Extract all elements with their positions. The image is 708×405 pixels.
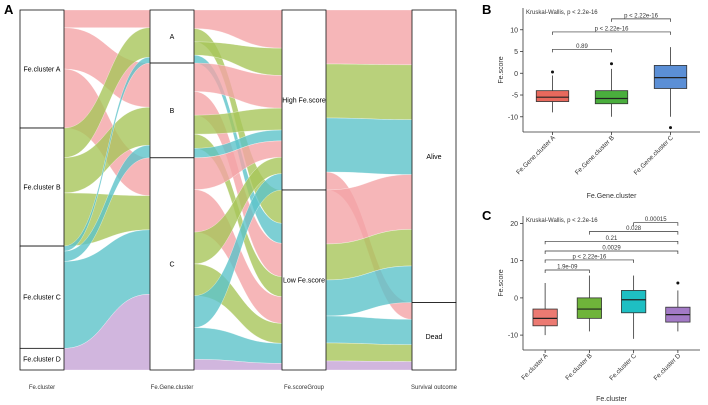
box-body <box>576 297 602 319</box>
alluvial-flow <box>325 9 413 65</box>
box-outlier <box>610 62 613 66</box>
alluvial-stratum <box>149 62 195 159</box>
comparison-bracket <box>544 240 679 245</box>
box-outlier <box>669 126 672 130</box>
x-tick-label: Fe.cluster A <box>520 352 550 382</box>
comparison-bracket <box>611 18 671 22</box>
y-tick-label: 10 <box>510 258 518 265</box>
alluvial-flow <box>325 342 413 362</box>
alluvial-stratum <box>411 302 457 371</box>
box-body <box>532 308 558 327</box>
alluvial-flow <box>325 360 413 371</box>
panel-letter-c: C <box>482 208 492 223</box>
alluvial-stratum <box>411 9 457 303</box>
comparison-pvalue: 0.0029 <box>602 245 621 251</box>
stratum-label: A <box>170 34 175 41</box>
alluvial-stratum <box>149 9 195 64</box>
alluvial-axis-label: Fe.Gene.cluster <box>151 385 194 391</box>
alluvial-flow <box>325 117 413 175</box>
y-tick-label: -5 <box>512 93 518 100</box>
comparison-bracket <box>552 48 612 53</box>
box-outlier <box>551 70 554 74</box>
y-axis-label: Fe.score <box>498 56 505 83</box>
x-axis-label: Fe.cluster <box>596 396 627 403</box>
alluvial-axis-label: Survival outcome <box>411 385 458 391</box>
panel-letter-a: A <box>4 2 14 17</box>
x-tick-label: Fe.Gene.cluster C <box>633 134 675 176</box>
stratum-label: High Fe.score <box>282 98 326 105</box>
comparison-bracket <box>633 222 679 226</box>
stratum-label: B <box>170 108 175 115</box>
stratum-label: C <box>169 261 174 268</box>
box-body <box>535 90 570 102</box>
stratum-label: Fe.cluster A <box>24 67 61 74</box>
alluvial-stratum <box>281 189 327 371</box>
x-axis-label: Fe.Gene.cluster <box>587 193 637 200</box>
alluvial-flow <box>325 315 413 345</box>
box-body <box>594 90 629 105</box>
alluvial-stratum <box>19 245 65 349</box>
alluvial-flow <box>325 63 413 120</box>
comparison-pvalue: 1.9e-09 <box>557 264 578 270</box>
alluvial-axis-label: Fe.cluster <box>29 385 55 391</box>
comparison-bracket <box>544 259 634 263</box>
comparison-bracket <box>552 31 671 35</box>
box-body <box>653 65 688 89</box>
alluvial-axis-label: Fe.scoreGroup <box>284 385 325 391</box>
comparison-pvalue: 0.21 <box>606 236 618 242</box>
panel-letter-b: B <box>482 2 491 17</box>
comparison-pvalue: p < 2.22e-16 <box>572 254 607 260</box>
boxplot-panel-c: -10 0 10 20 Fe.score Kruskal-Wallis, p < 2.2e… <box>498 216 700 403</box>
kruskal-wallis-label: Kruskal-Wallis, p < 2.2e-16 <box>526 218 598 224</box>
stratum-label: Low Fe.score <box>283 278 325 285</box>
y-tick-label: -10 <box>508 114 518 121</box>
alluvial-strata: Fe.cluster A Fe.cluster B Fe.cluster C Fe.c… <box>19 9 458 391</box>
comparison-pvalue: 0.028 <box>626 226 642 232</box>
x-tick-label: Fe.cluster B <box>564 352 593 381</box>
stratum-label: Alive <box>426 154 441 161</box>
x-tick-label: Fe.Gene.cluster A <box>515 134 557 176</box>
stratum-label: Fe.cluster C <box>23 295 61 302</box>
y-tick-label: 0 <box>514 295 518 302</box>
comparison-bracket <box>544 269 590 273</box>
stratum-label: Fe.cluster D <box>23 357 61 364</box>
y-tick-label: 0 <box>514 71 518 78</box>
x-tick-label: Fe.cluster D <box>653 352 683 382</box>
comparison-pvalue: 0.00015 <box>645 217 667 223</box>
stratum-label: Dead <box>426 334 443 341</box>
kruskal-wallis-label: Kruskal-Wallis, p < 2.2e-16 <box>526 10 598 16</box>
alluvial-stratum <box>19 127 65 247</box>
stratum-label: Fe.cluster B <box>23 185 61 192</box>
x-tick-label: Fe.cluster C <box>608 352 638 382</box>
alluvial-flow <box>63 9 151 28</box>
y-tick-label: 20 <box>510 221 518 228</box>
y-tick-label: 10 <box>510 27 518 34</box>
y-axis-label: Fe.score <box>498 269 505 296</box>
alluvial-stratum <box>19 347 65 371</box>
y-tick-label: 5 <box>514 49 518 56</box>
comparison-pvalue: p < 2.22e-16 <box>624 13 659 19</box>
box-body <box>621 290 647 314</box>
alluvial-stratum <box>19 9 65 129</box>
x-tick-label: Fe.Gene.cluster B <box>574 134 616 176</box>
comparison-bracket <box>544 250 679 254</box>
alluvial-stratum <box>149 157 195 371</box>
alluvial-flows <box>63 9 413 371</box>
boxplot-panel-b: -10 -5 0 5 10 Fe.score Kruskal-Wallis, p < 2.2… <box>498 8 700 200</box>
box-outlier <box>676 281 680 285</box>
comparison-pvalue: 0.89 <box>576 44 588 50</box>
alluvial-stratum <box>281 9 327 191</box>
comparison-bracket <box>589 231 679 235</box>
y-tick-label: -10 <box>508 333 518 340</box>
comparison-pvalue: p < 2.22e-16 <box>595 26 630 32</box>
